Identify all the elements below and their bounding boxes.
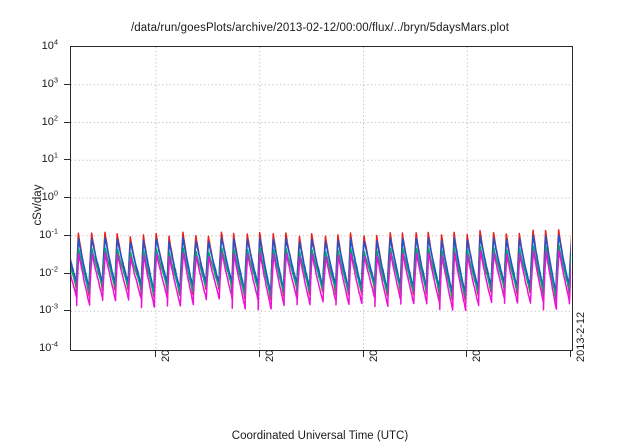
y-tick-mark [64,121,70,123]
x-tick-label: 2013-2-12 [575,311,587,362]
y-tick-mark [64,310,70,312]
series-blue [71,234,571,296]
plot-canvas [71,47,571,349]
y-tick-label: 100 [41,188,58,203]
y-tick-mark [64,272,70,274]
x-tick-mark [155,351,157,357]
plot-area [70,46,573,351]
y-tick-label: 104 [41,37,58,52]
data-series-group [71,229,571,312]
y-tick-label: 10-4 [39,339,58,354]
x-tick-mark [466,351,468,357]
x-tick-mark [362,351,364,357]
x-tick-mark [258,351,260,357]
y-tick-mark [64,197,70,198]
y-tick-label: 10-2 [39,263,58,279]
y-tick-mark [64,83,70,85]
y-tick-label: 103 [41,75,58,90]
gridlines [71,47,571,349]
y-tick-mark [64,234,70,236]
series-magenta [71,249,571,312]
x-axis-label: Coordinated Universal Time (UTC) [231,430,409,442]
chart-title: /data/run/goesPlots/archive/2013-02-12/0… [131,22,509,34]
y-tick-label: 10-1 [39,226,58,241]
y-tick-label: 10-3 [39,301,58,317]
y-tick-label: 101 [41,150,58,166]
x-tick-mark [570,351,571,357]
y-tick-label: 102 [41,112,58,128]
y-tick-mark [64,159,70,161]
